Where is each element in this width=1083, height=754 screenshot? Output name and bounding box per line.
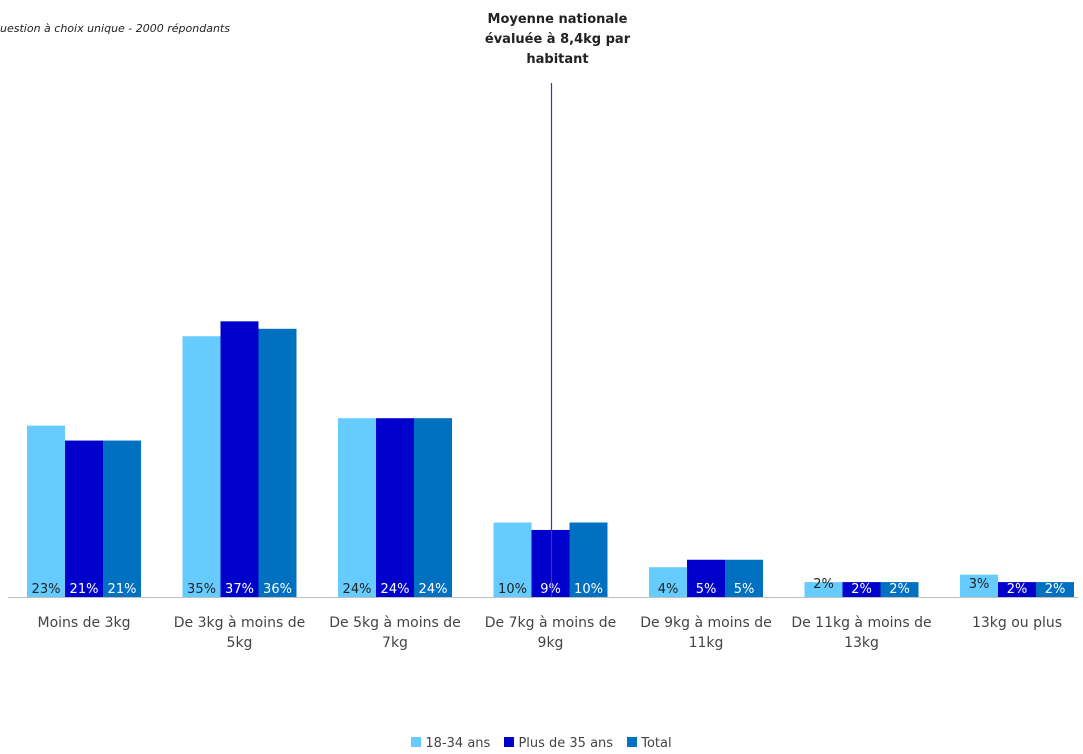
bar-18-34-ans-cat-1 <box>182 336 221 597</box>
bar-total-cat-1 <box>258 328 297 597</box>
data-label-18-34-ans-cat-3: 10% <box>498 582 527 597</box>
bar-18-34-ans-cat-0 <box>27 425 65 597</box>
category-label-1-line-0: De 3kg à moins de <box>174 615 305 631</box>
bar-plus-de-35-ans-cat-5 <box>842 582 881 597</box>
category-label-2-line-0: De 5kg à moins de <box>329 615 460 631</box>
bar-total-cat-6 <box>1036 582 1074 597</box>
data-label-18-34-ans-cat-6: 3% <box>969 577 990 592</box>
data-label-plus-de-35-ans-cat-0: 21% <box>70 582 99 597</box>
data-label-18-34-ans-cat-5: 2% <box>813 577 834 592</box>
category-label-0-line-0: Moins de 3kg <box>37 615 130 631</box>
annotation-line-1: Moyenne nationale <box>487 12 628 27</box>
legend-item-18-34: 18-34 ans <box>411 736 490 751</box>
bars-group: 23% 21% 21% 35% 37% 36% 24% 24% 24% 10% 9% 10% 4% 5% 5… <box>27 321 1074 597</box>
bar-total-cat-4 <box>725 559 763 597</box>
category-label-4-line-1: 11kg <box>689 635 724 651</box>
data-label-total-cat-1: 36% <box>263 582 292 597</box>
bar-18-34-ans-cat-4 <box>649 567 687 597</box>
annotation-line-2: évaluée à 8,4kg par <box>484 32 631 47</box>
category-label-3-line-0: De 7kg à moins de <box>485 615 616 631</box>
category-label-3-line-1: 9kg <box>538 635 564 651</box>
annotation-line-3: habitant <box>526 52 589 67</box>
bar-plus-de-35-ans-cat-2 <box>376 418 414 597</box>
category-label-5-line-1: 13kg <box>844 635 879 651</box>
data-label-total-cat-4: 5% <box>734 582 755 597</box>
bar-18-34-ans-cat-5 <box>804 582 843 597</box>
category-label-5-line-0: De 11kg à moins de <box>791 615 931 631</box>
data-label-plus-de-35-ans-cat-6: 2% <box>1007 582 1028 597</box>
bar-18-34-ans-cat-6 <box>960 574 998 597</box>
legend-label-18-34: 18-34 ans <box>425 736 491 751</box>
bar-plus-de-35-ans-cat-3 <box>531 529 570 597</box>
legend-item-total: Total <box>627 736 672 751</box>
data-label-plus-de-35-ans-cat-3: 9% <box>540 582 561 597</box>
data-label-total-cat-0: 21% <box>108 582 137 597</box>
legend-swatch-plus-35 <box>504 737 515 747</box>
data-label-total-cat-2: 24% <box>419 582 448 597</box>
legend-swatch-18-34 <box>411 737 422 747</box>
data-label-18-34-ans-cat-2: 24% <box>343 582 372 597</box>
legend-item-plus-35: Plus de 35 ans <box>504 736 613 751</box>
data-label-plus-de-35-ans-cat-1: 37% <box>225 582 254 597</box>
legend-label-total: Total <box>641 736 672 751</box>
bar-total-cat-3 <box>569 522 608 597</box>
data-label-plus-de-35-ans-cat-4: 5% <box>696 582 717 597</box>
bar-total-cat-5 <box>880 582 919 597</box>
data-label-plus-de-35-ans-cat-2: 24% <box>381 582 410 597</box>
category-label-6-line-0: 13kg ou plus <box>972 615 1062 631</box>
bar-plus-de-35-ans-cat-6 <box>998 582 1036 597</box>
bar-18-34-ans-cat-3 <box>493 522 532 597</box>
bar-plus-de-35-ans-cat-1 <box>220 321 259 597</box>
data-label-total-cat-6: 2% <box>1045 582 1066 597</box>
chart-legend: 18-34 ans Plus de 35 ans Total <box>0 736 1083 751</box>
data-label-plus-de-35-ans-cat-5: 2% <box>851 582 872 597</box>
data-label-18-34-ans-cat-1: 35% <box>187 582 216 597</box>
data-label-total-cat-5: 2% <box>889 582 910 597</box>
legend-label-plus-35: Plus de 35 ans <box>518 736 614 751</box>
bar-18-34-ans-cat-2 <box>338 418 376 597</box>
bar-total-cat-2 <box>414 418 452 597</box>
bar-total-cat-0 <box>103 440 141 597</box>
category-label-4-line-0: De 9kg à moins de <box>640 615 771 631</box>
bar-plus-de-35-ans-cat-0 <box>65 440 103 597</box>
legend-swatch-total <box>627 737 638 747</box>
chart-subtitle: uestion à choix unique - 2000 répondants <box>0 22 230 35</box>
bar-plus-de-35-ans-cat-4 <box>687 559 725 597</box>
category-labels: Moins de 3kg De 3kg à moins de 5kg De 5kg à… <box>37 615 1062 651</box>
data-label-18-34-ans-cat-0: 23% <box>32 582 61 597</box>
data-label-18-34-ans-cat-4: 4% <box>658 582 679 597</box>
category-label-2-line-1: 7kg <box>382 635 408 651</box>
national-average-annotation: Moyenne nationale évaluée à 8,4kg par ha… <box>455 10 660 70</box>
data-label-total-cat-3: 10% <box>574 582 603 597</box>
category-label-1-line-1: 5kg <box>227 635 253 651</box>
